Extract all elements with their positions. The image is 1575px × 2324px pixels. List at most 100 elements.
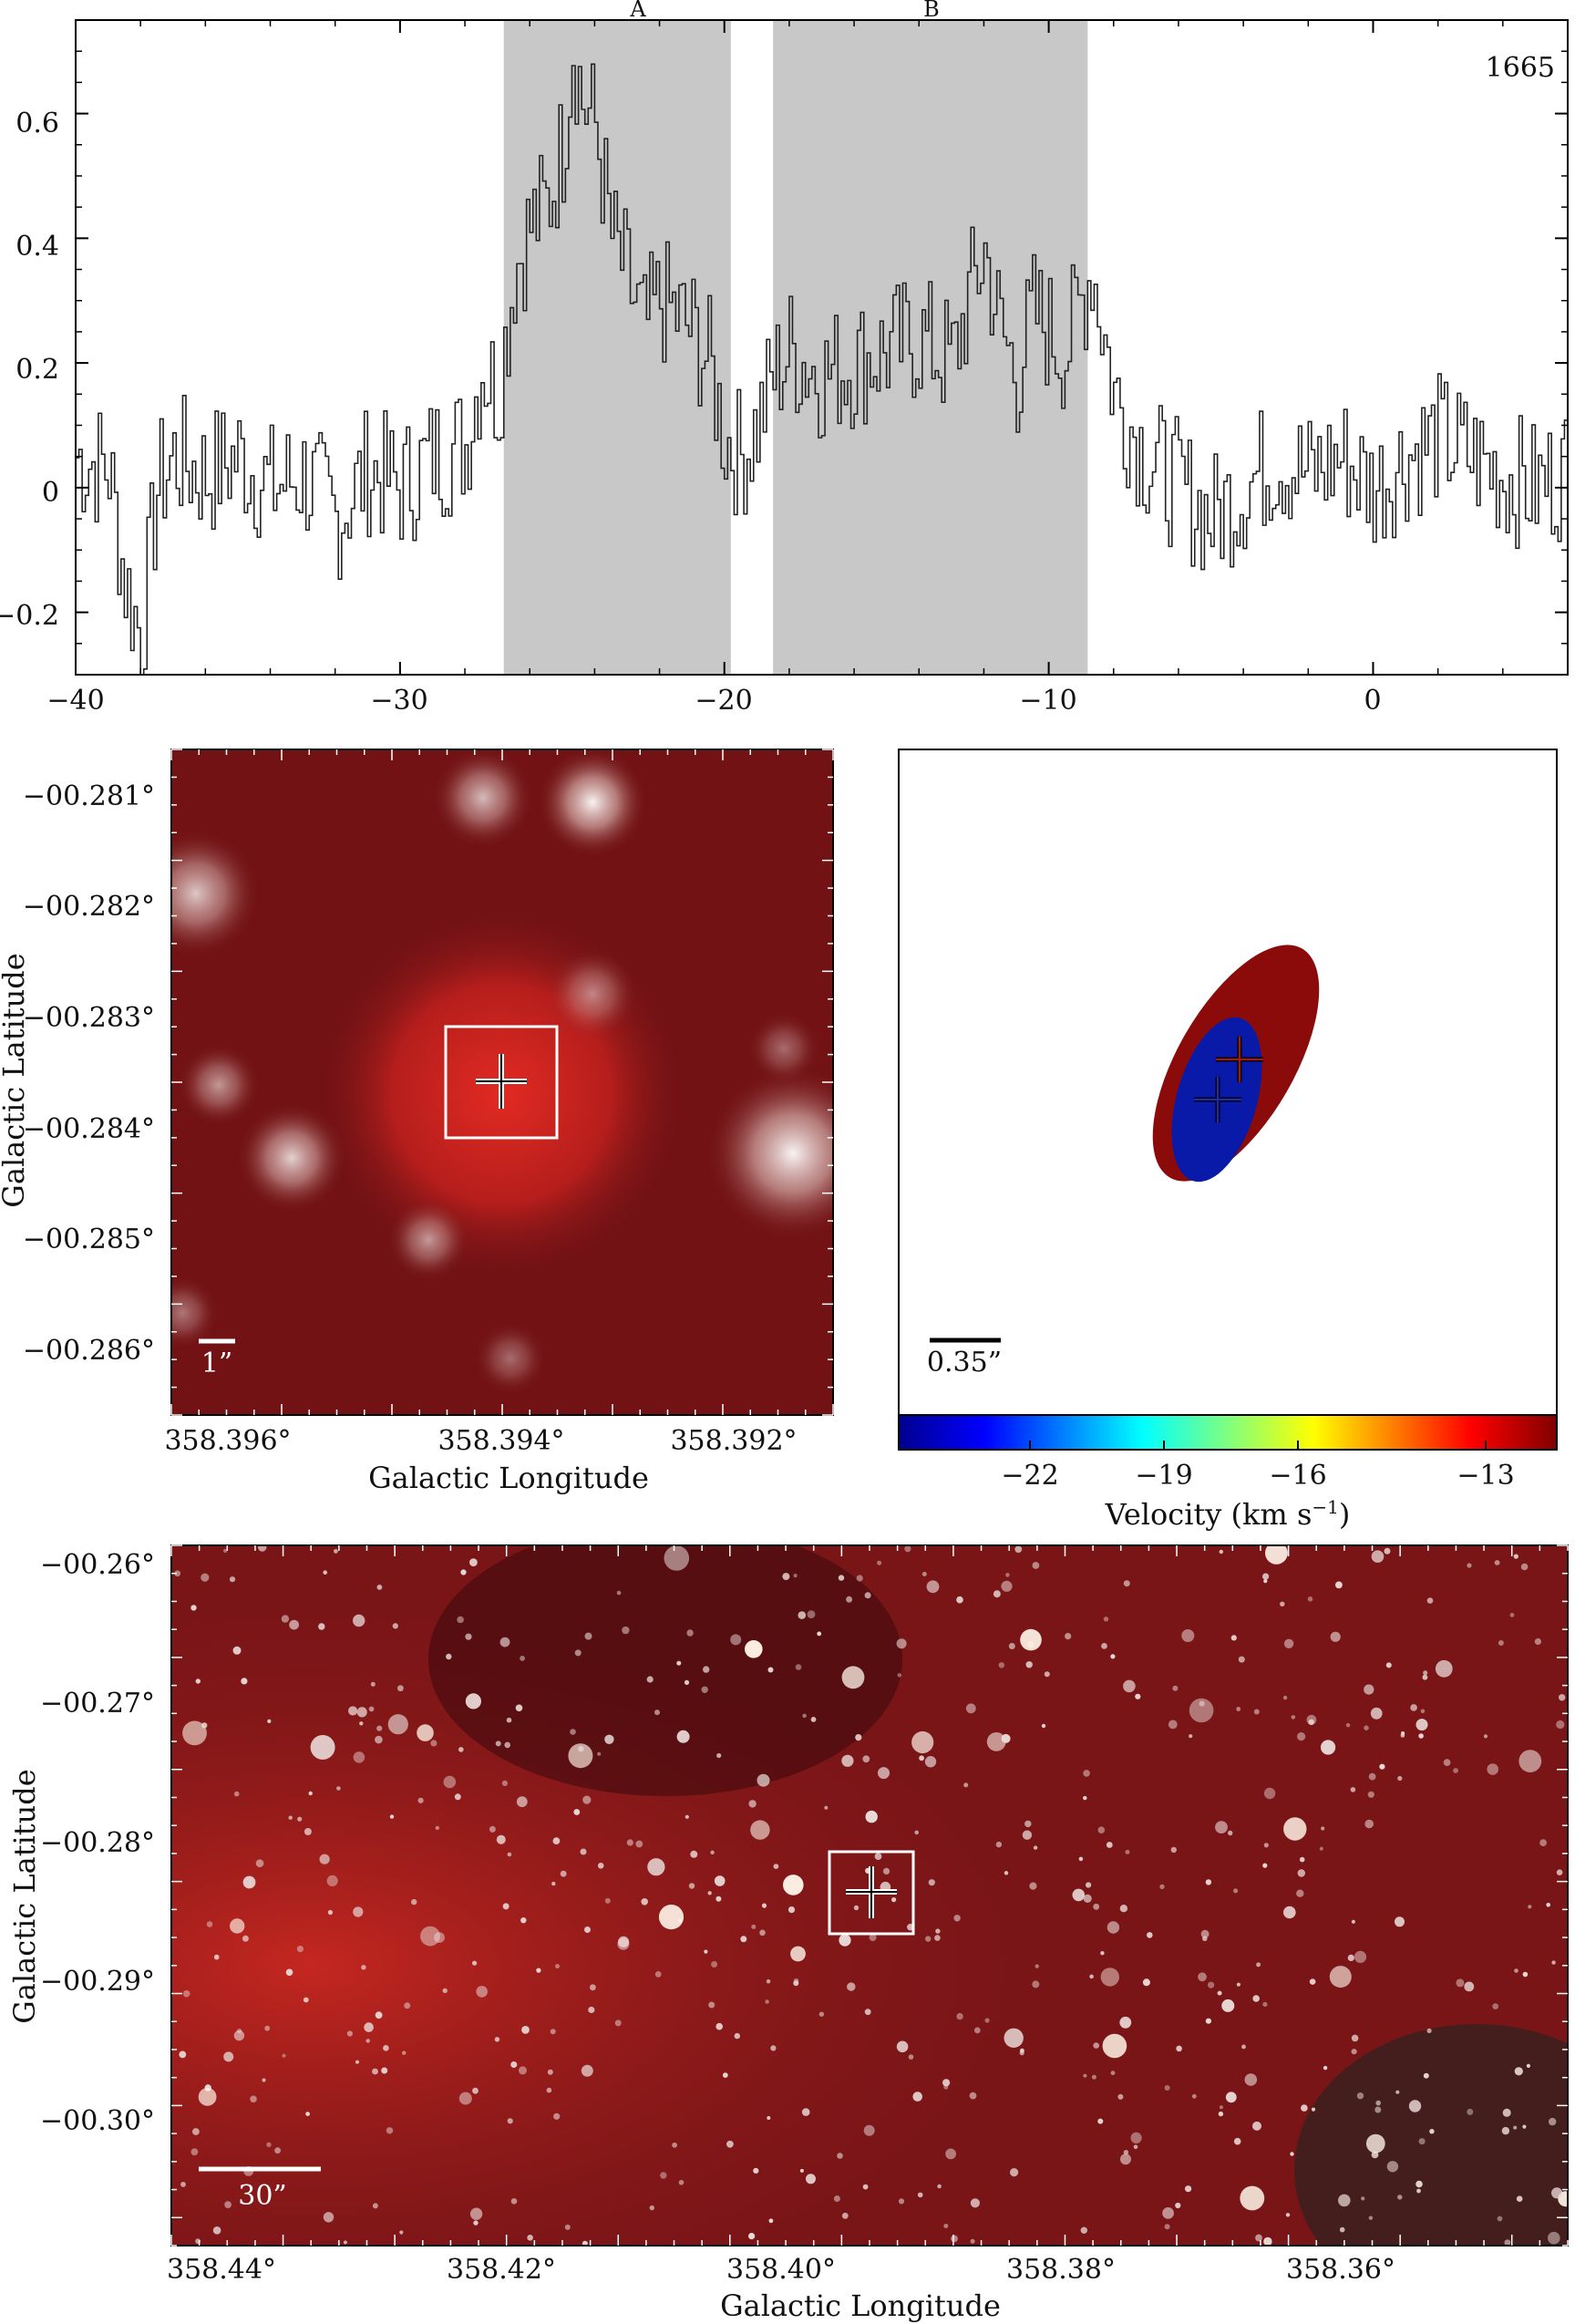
x-tick-label: 358.38° [1006, 2254, 1116, 2286]
star-point [501, 1780, 509, 1786]
star-point [1426, 2028, 1432, 2033]
star-point [1253, 1709, 1260, 1715]
star-point [942, 2079, 951, 2087]
star-point [767, 2116, 771, 2120]
star-point [389, 1814, 395, 1819]
star-point [457, 1616, 464, 1624]
star-point [798, 1611, 807, 1619]
star-point [904, 1545, 911, 1553]
star-point [1001, 1733, 1011, 1743]
star-point [1100, 1951, 1105, 1956]
zoom-map-panel: 1” −00.281° −00.282° −00.283° −00.284° −… [0, 749, 834, 1495]
star-point [1539, 1839, 1547, 1846]
star-point [241, 1678, 248, 1685]
star-point [1172, 1685, 1179, 1691]
star-point [296, 1946, 304, 1953]
star-point [192, 2128, 200, 2135]
star-point [993, 1590, 1001, 1598]
star-point [925, 1936, 932, 1942]
y-tick-label: −00.285° [23, 1224, 155, 1255]
star-point [507, 2118, 513, 2124]
star-point [527, 2235, 533, 2241]
star-point [258, 1545, 267, 1552]
star-point [865, 1810, 878, 1823]
colorbar-tick-label: −19 [1135, 1460, 1192, 1492]
star-point [1263, 1787, 1276, 1800]
star-point [590, 1984, 596, 1991]
star-point [1422, 1674, 1428, 1680]
star-point [304, 1828, 312, 1835]
star-point [568, 1743, 593, 1769]
star-point [355, 2060, 360, 2064]
star-point [970, 2198, 980, 2208]
star-point [1364, 1725, 1369, 1730]
star-point [1010, 2168, 1019, 2177]
star-point [1083, 1770, 1090, 1777]
x-tick-label: 358.42° [447, 2254, 556, 2286]
star-point [759, 1929, 766, 1937]
star-point [1244, 2073, 1258, 2086]
star-point [1367, 1791, 1374, 1798]
star-point [1200, 1929, 1210, 1938]
velocity-colorbar [898, 1414, 1558, 1451]
star-point [1395, 2090, 1400, 2094]
star-point [604, 1897, 611, 1904]
star-point [911, 1730, 934, 1754]
star-point [297, 1816, 303, 1822]
star-point [570, 1729, 576, 1735]
star-point [1483, 1734, 1488, 1739]
star-point [584, 1632, 592, 1640]
star-point [476, 1986, 488, 1998]
x-tick-label: 0 [1364, 685, 1381, 717]
star-point [658, 1905, 685, 1930]
y-tick-label: −00.29° [40, 1966, 155, 1998]
star-point [560, 1870, 567, 1877]
y-tick-label: 0 [42, 477, 59, 509]
star-point [1306, 1714, 1317, 1725]
star-point [1089, 1974, 1094, 1979]
star-point [1164, 2224, 1170, 2230]
star-point [869, 1934, 877, 1942]
star-point [646, 1676, 654, 1683]
star-point [740, 1936, 747, 1943]
star-point [1102, 2033, 1127, 2059]
star-point [1338, 2194, 1351, 2207]
star-point [1290, 2152, 1294, 2156]
star-point [510, 2061, 518, 2068]
star-point [1265, 1545, 1288, 1565]
star-point [555, 1964, 560, 1969]
star-point [874, 1853, 882, 1860]
star-point [1083, 2073, 1087, 2078]
star-point [935, 1928, 941, 1934]
star-point [921, 1572, 927, 1576]
star-point [182, 1720, 207, 1746]
star-point [1164, 2085, 1170, 2091]
star-point [1022, 1830, 1033, 1840]
star-point [1291, 1715, 1296, 1720]
star-point [578, 1746, 584, 1752]
star-point [489, 1825, 496, 1833]
star-point [864, 2009, 871, 2016]
star-point [1283, 1906, 1296, 1919]
star-point [838, 1575, 845, 1581]
star-point [417, 1724, 434, 1741]
star-point [443, 1775, 457, 1789]
star-point [336, 1786, 341, 1791]
star-point [1299, 1856, 1305, 1863]
star-point [387, 1714, 408, 1735]
star-point [1415, 1719, 1428, 1731]
star-point [1371, 2151, 1379, 2159]
star-point [430, 1740, 438, 1747]
star-point [319, 1854, 330, 1864]
star-point [945, 2148, 956, 2160]
star-point [924, 1756, 937, 1768]
wide-map-panel: 30” −00.26° −00.27° −00.28° −00.29° −00.… [7, 1544, 1569, 2323]
star-point [1004, 1871, 1009, 1875]
star-point [1262, 1863, 1268, 1868]
star-point [1176, 2045, 1182, 2052]
star-point [1513, 2125, 1518, 2130]
star-point [1147, 1932, 1153, 1938]
star-point [1044, 1671, 1050, 1678]
star-point [446, 1653, 452, 1660]
star-point [1106, 1842, 1113, 1848]
